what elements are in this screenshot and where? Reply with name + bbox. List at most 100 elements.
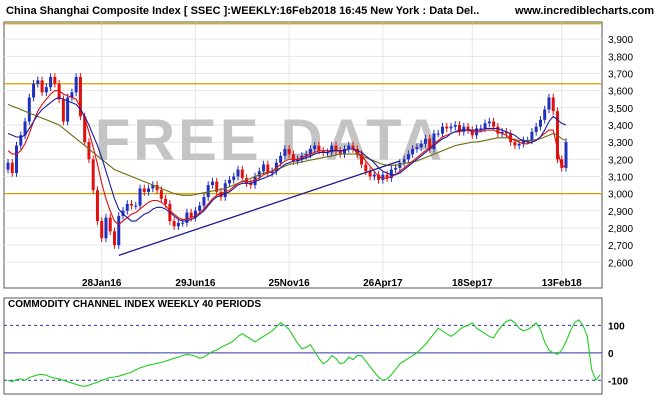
- candle-body: [419, 143, 423, 148]
- candles: [6, 73, 568, 249]
- candle-body: [466, 126, 470, 131]
- y-tick-label: 2,600: [608, 258, 633, 269]
- candle-body: [266, 164, 270, 174]
- candle-body: [432, 133, 436, 149]
- candle-body: [462, 126, 466, 132]
- candle-body: [308, 148, 312, 155]
- y-tick-label: 3,300: [608, 138, 633, 149]
- y-tick-label: 3,400: [608, 121, 633, 132]
- cci-y-axis: 100 0 -100: [608, 321, 628, 387]
- cci-title: COMMODITY CHANNEL INDEX WEEKLY 40 PERIOD…: [8, 299, 261, 310]
- candle-body: [117, 215, 121, 246]
- candle-body: [223, 183, 227, 198]
- candle-body: [19, 135, 23, 146]
- candle-body: [551, 97, 555, 112]
- cci-tick-label: 100: [608, 321, 625, 332]
- candle-body: [164, 198, 168, 204]
- candle-body: [338, 150, 342, 155]
- candle-body: [10, 162, 14, 174]
- candle-body: [57, 83, 61, 100]
- candle-body: [70, 92, 74, 98]
- candle-body: [108, 217, 112, 232]
- y-tick-label: 3,000: [608, 190, 633, 201]
- candle-body: [274, 162, 278, 172]
- candle-body: [142, 188, 146, 192]
- candle-body: [458, 124, 462, 132]
- candle-body: [15, 145, 19, 174]
- candle-body: [368, 171, 372, 177]
- candle-body: [36, 80, 40, 84]
- candle-body: [334, 145, 338, 151]
- price-y-axis: 2,600 2,700 2,800 2,900 3,000 3,100 3,200 3,300…: [608, 35, 633, 269]
- ma-fast-line: [7, 90, 567, 226]
- site-label: www.incrediblecharts.com: [514, 5, 654, 17]
- candle-body: [249, 183, 253, 186]
- x-tick-label: 13Feb18: [542, 278, 582, 289]
- candle-body: [538, 119, 542, 127]
- x-tick-label: 29Jun16: [175, 278, 215, 289]
- cci-line-group: [7, 319, 601, 387]
- candle-body: [347, 145, 351, 149]
- y-tick-label: 2,900: [608, 207, 633, 218]
- candle-body: [530, 131, 534, 141]
- candle-body: [402, 159, 406, 163]
- candle-body: [215, 181, 219, 192]
- candle-body: [360, 154, 364, 165]
- candle-body: [232, 176, 236, 180]
- y-tick-label: 3,500: [608, 104, 633, 115]
- ma-long-line: [7, 103, 567, 196]
- candle-body: [23, 121, 27, 136]
- candle-body: [53, 76, 57, 84]
- candle-body: [449, 126, 453, 129]
- candle-body: [253, 176, 257, 186]
- candle-body: [66, 97, 70, 122]
- candle-body: [372, 174, 376, 177]
- x-tick-label: 18Sep17: [452, 278, 493, 289]
- candle-body: [283, 148, 287, 156]
- candle-body: [83, 116, 87, 143]
- candle-body: [104, 217, 108, 239]
- x-tick-label: 25Nov16: [269, 278, 311, 289]
- candle-body: [40, 80, 44, 93]
- y-tick-label: 3,700: [608, 69, 633, 80]
- candle-body: [279, 155, 283, 163]
- candle-body: [364, 164, 368, 172]
- candle-body: [415, 147, 419, 149]
- candle-body: [547, 97, 551, 110]
- candle-body: [100, 221, 104, 239]
- candle-body: [543, 109, 547, 120]
- price-x-axis: 28Jan16 29Jun16 25Nov16 26Apr17 18Sep17 13Feb…: [82, 278, 582, 289]
- candle-body: [385, 174, 389, 179]
- y-tick-label: 3,100: [608, 172, 633, 183]
- candle-body: [313, 145, 317, 149]
- candle-body: [504, 131, 508, 134]
- cci-tick-label: 0: [608, 349, 614, 360]
- candle-body: [193, 210, 197, 218]
- candle-body: [210, 181, 214, 186]
- candle-body: [423, 138, 427, 144]
- candle-body: [130, 203, 134, 206]
- y-tick-label: 3,900: [608, 35, 633, 46]
- candle-body: [291, 154, 295, 162]
- candle-body: [445, 126, 449, 129]
- chart-title: China Shanghai Composite Index [ SSEC ]:…: [6, 5, 479, 17]
- candle-body: [428, 138, 432, 149]
- candle-body: [189, 212, 193, 218]
- candle-body: [44, 87, 48, 93]
- candle-body: [87, 142, 91, 160]
- price-panel: [3, 21, 603, 289]
- candle-body: [176, 222, 180, 227]
- candle-body: [147, 188, 151, 192]
- candle-body: [411, 148, 415, 155]
- candle-body: [389, 169, 393, 179]
- cci-line: [7, 319, 601, 387]
- candle-body: [304, 154, 308, 156]
- candle-body: [257, 171, 261, 177]
- candle-body: [440, 126, 444, 134]
- candle-body: [78, 76, 82, 117]
- candle-body: [49, 76, 53, 88]
- candle-body: [91, 159, 95, 191]
- x-tick-label: 26Apr17: [363, 278, 403, 289]
- candle-body: [381, 174, 385, 180]
